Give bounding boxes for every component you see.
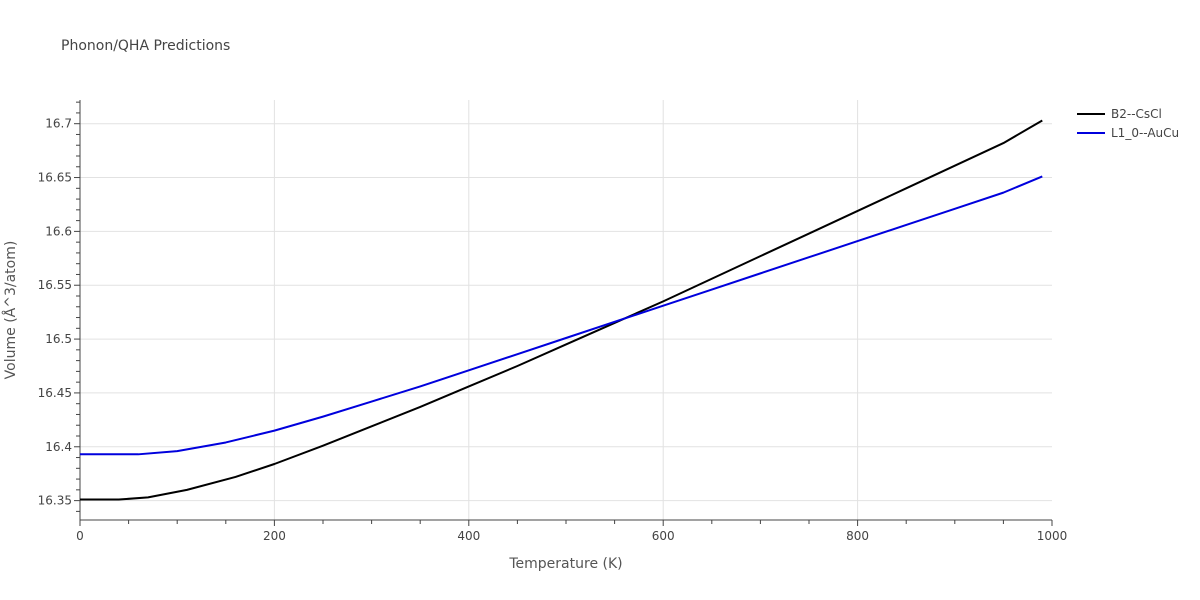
x-tick-label: 800 bbox=[846, 529, 869, 543]
x-tick-label: 1000 bbox=[1037, 529, 1068, 543]
x-tick-label: 400 bbox=[457, 529, 480, 543]
y-tick-label: 16.65 bbox=[38, 171, 72, 185]
legend-label: B2--CsCl bbox=[1111, 107, 1162, 121]
y-tick-label: 16.55 bbox=[38, 278, 72, 292]
x-tick-label: 600 bbox=[652, 529, 675, 543]
y-tick-label: 16.4 bbox=[45, 440, 72, 454]
legend[interactable]: B2--CsCl L1_0--AuCu bbox=[1077, 107, 1179, 140]
legend-label: L1_0--AuCu bbox=[1111, 126, 1179, 140]
series-line-1 bbox=[80, 119, 1043, 501]
x-axis-title: Temperature (K) bbox=[508, 556, 622, 572]
y-tick-label: 16.5 bbox=[45, 332, 72, 346]
y-axis-title: Volume (Å^3/atom) bbox=[2, 241, 19, 380]
series-lines bbox=[80, 119, 1043, 501]
legend-item-1[interactable]: B2--CsCl bbox=[1077, 107, 1162, 121]
legend-item-2[interactable]: L1_0--AuCu bbox=[1077, 126, 1179, 140]
y-tick-label: 16.45 bbox=[38, 386, 72, 400]
chart-title: Phonon/QHA Predictions bbox=[61, 38, 230, 54]
y-tick-label: 16.35 bbox=[38, 494, 72, 508]
x-tick-label: 0 bbox=[76, 529, 84, 543]
y-tick-label: 16.6 bbox=[45, 224, 72, 238]
grid-lines bbox=[80, 100, 1052, 520]
series-line-2 bbox=[80, 175, 1043, 456]
y-tick-label: 16.7 bbox=[45, 117, 72, 131]
axes: 0 200 400 600 800 1000 16.35 16.4 16.45 16.5 16.55… bbox=[38, 100, 1068, 543]
x-tick-label: 200 bbox=[263, 529, 286, 543]
